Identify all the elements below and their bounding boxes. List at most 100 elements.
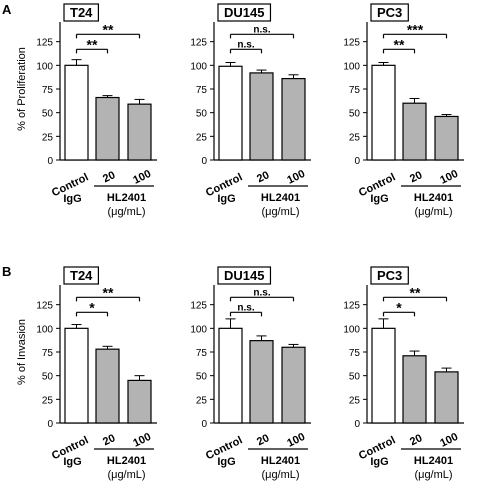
y-tick-label-75: 75 bbox=[42, 348, 54, 359]
bar bbox=[281, 77, 306, 161]
x-tick-label-100: 100 bbox=[438, 168, 460, 187]
group-label: HL2401 bbox=[414, 192, 453, 204]
y-tick-label-25: 25 bbox=[196, 132, 208, 143]
x-tick-label-igg: IgG bbox=[63, 193, 81, 205]
x-tick-label-20: 20 bbox=[408, 432, 424, 448]
y-tick-label-125: 125 bbox=[36, 301, 53, 312]
bar bbox=[249, 72, 274, 161]
x-tick-label-igg: IgG bbox=[217, 193, 235, 205]
y-tick-label-100: 100 bbox=[343, 324, 360, 335]
y-tick-label-25: 25 bbox=[349, 395, 361, 406]
chart-title: DU145 bbox=[224, 268, 264, 283]
bar bbox=[281, 346, 306, 424]
sig-label: *** bbox=[407, 21, 424, 37]
sig-label: ** bbox=[410, 284, 421, 300]
bar bbox=[249, 340, 274, 424]
unit-label: (μg/mL) bbox=[107, 469, 145, 481]
bar bbox=[64, 327, 89, 424]
panel-label-b: B bbox=[2, 264, 11, 279]
chart-title: T24 bbox=[70, 5, 93, 20]
bar bbox=[64, 64, 89, 161]
chart-title: DU145 bbox=[224, 5, 264, 20]
y-tick-label-0: 0 bbox=[201, 156, 207, 167]
y-tick-label-75: 75 bbox=[42, 85, 54, 96]
sig-label: ** bbox=[103, 284, 114, 300]
bar bbox=[218, 327, 243, 424]
sig-label: n.s. bbox=[253, 287, 270, 298]
sig-label: * bbox=[89, 299, 95, 315]
unit-label: (μg/mL) bbox=[414, 469, 452, 481]
y-tick-label-75: 75 bbox=[196, 348, 208, 359]
x-tick-label-igg: IgG bbox=[370, 193, 388, 205]
y-tick-label-25: 25 bbox=[196, 395, 208, 406]
bar bbox=[371, 327, 396, 424]
y-tick-label-50: 50 bbox=[196, 372, 208, 383]
bar bbox=[434, 371, 459, 424]
y-tick-label-50: 50 bbox=[349, 372, 361, 383]
x-tick-label-100: 100 bbox=[131, 431, 153, 450]
x-tick-label-20: 20 bbox=[408, 169, 424, 185]
y-tick-label-50: 50 bbox=[42, 372, 54, 383]
sig-label: n.s. bbox=[237, 39, 254, 50]
chart-title: PC3 bbox=[377, 5, 402, 20]
y-tick-label-75: 75 bbox=[196, 85, 208, 96]
unit-label: (μg/mL) bbox=[414, 206, 452, 218]
x-tick-label-igg: IgG bbox=[63, 456, 81, 468]
chart-title-box bbox=[370, 266, 409, 285]
group-label: HL2401 bbox=[107, 455, 146, 467]
y-tick-label-125: 125 bbox=[343, 301, 360, 312]
y-tick-label-75: 75 bbox=[349, 348, 361, 359]
chart-title: PC3 bbox=[377, 268, 402, 283]
y-tick-label-100: 100 bbox=[190, 324, 207, 335]
sig-label: n.s. bbox=[237, 302, 254, 313]
y-tick-label-25: 25 bbox=[42, 132, 54, 143]
y-axis-label: % of Proliferation bbox=[16, 47, 28, 131]
y-tick-label-100: 100 bbox=[36, 324, 53, 335]
x-tick-label-20: 20 bbox=[101, 169, 117, 185]
panel-label-a: A bbox=[2, 2, 12, 17]
bar bbox=[218, 65, 243, 161]
x-tick-label-20: 20 bbox=[255, 169, 271, 185]
bar bbox=[95, 348, 120, 424]
y-axis-label: % of Invasion bbox=[16, 319, 28, 385]
sig-label: ** bbox=[103, 21, 114, 37]
x-tick-label-100: 100 bbox=[285, 168, 307, 187]
sig-label: ** bbox=[87, 36, 98, 52]
sig-label: ** bbox=[394, 36, 405, 52]
y-tick-label-0: 0 bbox=[47, 419, 53, 430]
unit-label: (μg/mL) bbox=[261, 469, 299, 481]
x-tick-label-100: 100 bbox=[131, 168, 153, 187]
chart-title-box bbox=[63, 3, 100, 22]
bar bbox=[371, 64, 396, 161]
x-tick-label-igg: IgG bbox=[370, 456, 388, 468]
group-label: HL2401 bbox=[261, 455, 300, 467]
y-tick-label-50: 50 bbox=[349, 109, 361, 120]
sig-label: n.s. bbox=[253, 24, 270, 35]
y-tick-label-125: 125 bbox=[36, 38, 53, 49]
y-tick-label-75: 75 bbox=[349, 85, 361, 96]
sig-label: * bbox=[396, 299, 402, 315]
y-tick-label-0: 0 bbox=[354, 419, 360, 430]
y-tick-label-0: 0 bbox=[47, 156, 53, 167]
group-label: HL2401 bbox=[261, 192, 300, 204]
y-tick-label-100: 100 bbox=[343, 61, 360, 72]
unit-label: (μg/mL) bbox=[261, 206, 299, 218]
bar bbox=[402, 102, 427, 161]
y-tick-label-25: 25 bbox=[349, 132, 361, 143]
chart-title-box bbox=[63, 266, 100, 285]
y-tick-label-25: 25 bbox=[42, 395, 54, 406]
unit-label: (μg/mL) bbox=[107, 206, 145, 218]
y-tick-label-125: 125 bbox=[190, 38, 207, 49]
group-label: HL2401 bbox=[107, 192, 146, 204]
bar bbox=[95, 96, 120, 161]
chart-title-box bbox=[217, 266, 272, 285]
y-tick-label-0: 0 bbox=[201, 419, 207, 430]
chart-title-box bbox=[217, 3, 272, 22]
y-tick-label-50: 50 bbox=[196, 109, 208, 120]
chart-title: T24 bbox=[70, 268, 93, 283]
